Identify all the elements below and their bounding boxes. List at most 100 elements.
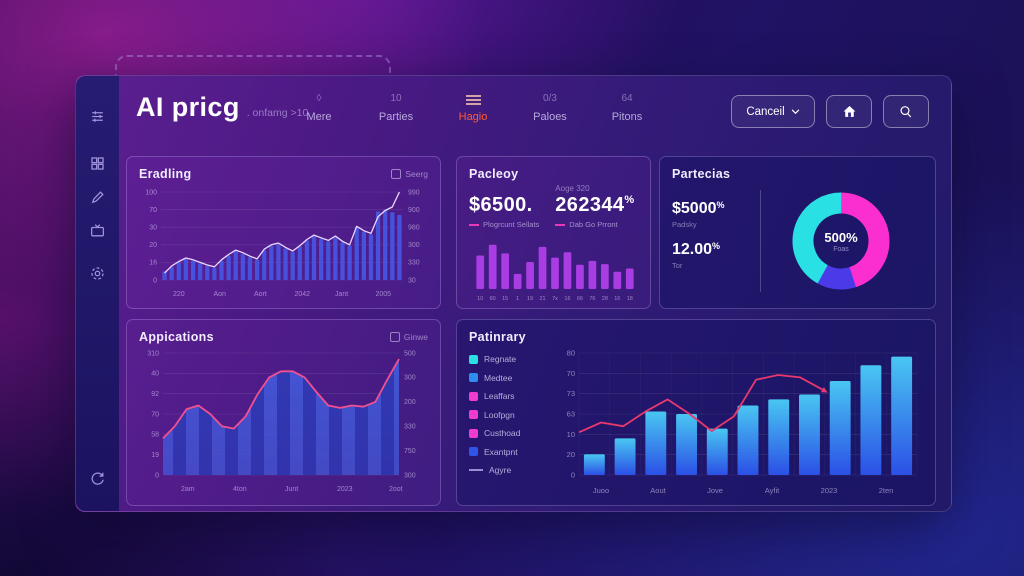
svg-text:2005: 2005 <box>376 291 392 298</box>
svg-text:0: 0 <box>571 471 575 480</box>
pacleoy-title: Pacleoy <box>469 167 519 181</box>
nav-item-pitons[interactable]: 64 Pitons <box>595 93 659 123</box>
legend-item: Loofpgn <box>469 410 555 420</box>
svg-text:80: 80 <box>567 349 575 358</box>
panel-patinrary: Patinrary Regnate Medtee Leaffars Loofpgn Cu… <box>456 319 936 506</box>
svg-text:19: 19 <box>151 452 159 459</box>
svg-text:2023: 2023 <box>337 486 353 493</box>
nav-item-paloes[interactable]: 0/3 Paloes <box>518 93 582 123</box>
legend-swatch-icon <box>469 410 478 419</box>
gear-icon[interactable] <box>89 265 106 282</box>
nav-item-top: 10 <box>390 93 402 104</box>
svg-text:21: 21 <box>539 296 545 302</box>
tv-icon[interactable] <box>89 222 106 239</box>
svg-text:330: 330 <box>408 260 420 267</box>
sidebar <box>76 76 119 511</box>
nav-item-mere[interactable]: ◊ Mere <box>287 93 351 123</box>
panel-eradling: Eradling Seerg 100 990 70 900 30 980 20 300 16 33… <box>126 156 441 309</box>
legend-item-label: Regnate <box>484 354 517 364</box>
nav-item-parties[interactable]: 10 Parties <box>364 93 428 123</box>
appications-chart: 310 40 92 70 58 19 0 500 300 200 330 750 300 2am 4ton J… <box>139 347 428 508</box>
svg-text:2ten: 2ten <box>879 486 894 495</box>
svg-text:2023: 2023 <box>821 486 838 495</box>
svg-text:63: 63 <box>567 410 575 419</box>
dashed-tab-outline <box>115 55 391 81</box>
nav-item-hagio[interactable]: Hagio <box>441 93 505 123</box>
grid-icon[interactable] <box>89 155 106 172</box>
partecias-stat-1-label: Padsky <box>672 220 697 229</box>
pacleoy-legend-2: Dab Go Prront <box>569 220 618 229</box>
eradling-checkbox-label: Seerg <box>405 169 428 179</box>
appications-title: Appications <box>139 330 214 344</box>
pacleoy-value-1: $6500. <box>469 194 533 216</box>
home-button[interactable] <box>826 95 872 128</box>
legend-item: Custhoad <box>469 428 555 438</box>
legend-swatch-icon <box>469 447 478 456</box>
svg-text:330: 330 <box>404 424 416 431</box>
svg-text:Jove: Jove <box>707 486 723 495</box>
legend-item-label: Exantpnt <box>484 446 518 457</box>
legend-swatch-icon <box>469 428 478 438</box>
appications-chart-svg: 310 40 92 70 58 19 0 500 300 200 330 750 300 2am 4ton J… <box>147 350 416 493</box>
svg-text:16: 16 <box>614 296 620 302</box>
svg-text:7x: 7x <box>552 296 558 302</box>
svg-text:Aort: Aort <box>254 291 267 298</box>
legend-dash-icon <box>555 223 566 226</box>
sliders-icon[interactable] <box>89 108 106 125</box>
svg-text:16: 16 <box>149 260 157 267</box>
legend-item: Regnate <box>469 354 555 364</box>
chevron-down-icon <box>791 108 800 114</box>
svg-text:70: 70 <box>151 411 159 418</box>
legend-item-label: Custhoad <box>484 428 521 438</box>
svg-text:73: 73 <box>567 389 575 398</box>
nav-item-top: 64 <box>621 93 633 104</box>
svg-text:30: 30 <box>149 225 157 232</box>
svg-text:300: 300 <box>404 375 416 382</box>
svg-text:200: 200 <box>404 399 416 406</box>
svg-text:Ayfit: Ayfit <box>765 486 780 495</box>
svg-text:Juoo: Juoo <box>593 486 609 495</box>
legend-item: Exantpnt <box>469 447 555 457</box>
svg-text:19: 19 <box>527 296 533 302</box>
svg-text:Aout: Aout <box>650 486 666 495</box>
checkbox-icon <box>391 169 402 179</box>
nav-item-label: Pitons <box>611 111 643 123</box>
patinrary-chart: 80 70 73 63 10 20 0 Juoo Aout Jove Ayfit 2023 2ten <box>555 347 923 510</box>
pacleoy-avg-label: Aoge 320 <box>555 184 590 193</box>
pacleoy-value-2-suffix: % <box>624 194 635 206</box>
refresh-icon[interactable] <box>89 470 106 487</box>
app-title: AI pricg <box>136 92 240 122</box>
appications-checkbox[interactable]: Ginwe <box>389 332 428 342</box>
legend-swatch-icon <box>469 373 478 382</box>
svg-text:16: 16 <box>564 296 570 302</box>
search-icon <box>900 105 912 117</box>
legend-item-label: Leaffars <box>484 391 515 401</box>
eradling-title: Eradling <box>139 167 192 181</box>
svg-text:2oot: 2oot <box>389 486 403 493</box>
header: AI pricg . onfamg >10 <box>136 92 308 123</box>
legend-item: Leaffars <box>469 391 555 401</box>
eradling-chart: 100 990 70 900 30 980 20 300 16 330 0 30 220 Aon Aort 2… <box>139 184 428 311</box>
partecias-stat-1: $5000 <box>672 200 717 217</box>
legend-dash-icon <box>469 223 479 226</box>
nav-item-label: Paloes <box>533 111 567 123</box>
legend-swatch-icon <box>469 391 478 401</box>
svg-text:300: 300 <box>404 472 416 479</box>
svg-text:1: 1 <box>516 296 519 302</box>
cancel-dropdown-button[interactable]: Canceil <box>731 95 815 128</box>
svg-text:76: 76 <box>589 296 595 302</box>
eradling-checkbox[interactable]: Seerg <box>391 169 428 179</box>
legend-item-label: Agyre <box>489 465 512 475</box>
pen-icon[interactable] <box>89 189 106 206</box>
svg-text:10: 10 <box>477 296 483 302</box>
toolbar-actions: Canceil <box>731 95 929 128</box>
partecias-stat-2-suffix: % <box>712 241 721 251</box>
search-button[interactable] <box>883 95 929 128</box>
svg-text:310: 310 <box>147 350 159 357</box>
legend-item-label: Loofpgn <box>484 409 515 420</box>
svg-text:300: 300 <box>408 242 420 249</box>
svg-text:30: 30 <box>408 277 416 284</box>
top-nav: ◊ Mere 10 Parties Hagio 0/3 Paloes 64 Pitons <box>287 93 659 123</box>
svg-text:980: 980 <box>408 225 420 232</box>
cancel-button-label: Canceil <box>746 105 785 118</box>
